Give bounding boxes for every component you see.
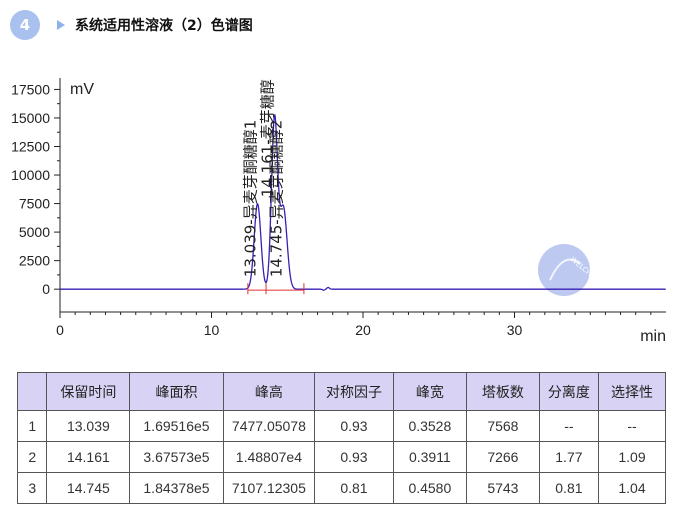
y-tick-label: 0	[42, 281, 50, 297]
x-tick-label: 30	[507, 322, 523, 338]
table-cell: --	[538, 410, 599, 442]
table-cell: 3.67573e5	[129, 441, 224, 473]
column-header	[16, 372, 48, 411]
column-header: 峰面积	[129, 372, 224, 411]
play-triangle-icon	[57, 20, 65, 30]
table-cell: 1	[16, 410, 48, 442]
peak-table: 保留时间 峰面积 峰高 对称因子 峰宽 塔板数 分离度 选择性 1 13.039 1.69516e…	[16, 372, 667, 504]
table-cell: 5743	[465, 472, 540, 504]
x-tick-label: 0	[56, 322, 64, 338]
table-cell: 1.04	[597, 472, 667, 504]
table-cell: 14.161	[46, 441, 131, 473]
watermark-swoosh	[549, 258, 581, 281]
watermark-logo	[538, 244, 590, 296]
y-tick-label: 15000	[11, 110, 50, 126]
y-tick-label: 2500	[19, 253, 50, 269]
peak-label: 14.745-异麦芽酮糖醇2	[267, 120, 285, 277]
table-cell: 1.09	[597, 441, 667, 473]
table-cell: 3	[16, 472, 48, 504]
column-header: 峰宽	[392, 372, 467, 411]
table-cell: 0.4580	[392, 472, 467, 504]
y-tick-label: 10000	[11, 167, 50, 183]
y-tick-label: 12500	[11, 138, 50, 154]
table-row: 3 14.745 1.84378e5 7107.12305 0.81 0.4580 5743…	[16, 472, 667, 504]
column-header: 选择性	[597, 372, 667, 411]
column-header: 保留时间	[46, 372, 131, 411]
table-cell: 7568	[465, 410, 540, 442]
table-cell: 13.039	[46, 410, 131, 442]
y-axis-label: mV	[70, 81, 94, 98]
table-cell: 2	[16, 441, 48, 473]
table-cell: 0.3911	[392, 441, 467, 473]
table-cell: 1.77	[538, 441, 599, 473]
x-tick-label: 20	[355, 322, 371, 338]
peak-label: 14.161-麦芽糖醇	[259, 79, 277, 197]
column-header: 对称因子	[314, 372, 394, 411]
column-header: 塔板数	[465, 372, 540, 411]
step-badge: 4	[10, 10, 40, 40]
table-cell: 7107.12305	[222, 472, 316, 504]
y-tick-label: 7500	[19, 196, 50, 212]
table-cell: 0.93	[314, 441, 394, 473]
peak-label: 13.039-异麦芽酮糖醇1	[242, 120, 260, 277]
y-tick-label: 5000	[19, 224, 50, 240]
x-tick-label: 10	[204, 322, 220, 338]
table-cell: 0.81	[314, 472, 394, 504]
table-cell: 1.84378e5	[129, 472, 224, 504]
table-cell: 1.69516e5	[129, 410, 224, 442]
x-axis-label: min	[640, 328, 666, 345]
table-cell: 1.48807e4	[222, 441, 316, 473]
table-cell: --	[597, 410, 667, 442]
column-header: 分离度	[538, 372, 599, 411]
table-row: 1 13.039 1.69516e5 7477.05078 0.93 0.3528 7568…	[16, 410, 667, 442]
table-cell: 0.93	[314, 410, 394, 442]
table-cell: 0.3528	[392, 410, 467, 442]
table-cell: 7477.05078	[222, 410, 316, 442]
column-header: 峰高	[222, 372, 316, 411]
table-row: 2 14.161 3.67573e5 1.48807e4 0.93 0.3911 7266 1…	[16, 441, 667, 473]
table-header-row: 保留时间 峰面积 峰高 对称因子 峰宽 塔板数 分离度 选择性	[16, 372, 667, 411]
section-title: 系统适用性溶液（2）色谱图	[75, 18, 253, 34]
table-cell: 7266	[465, 441, 540, 473]
table-cell: 0.81	[538, 472, 599, 504]
y-tick-label: 17500	[11, 81, 50, 97]
section-header: 4 系统适用性溶液（2）色谱图	[10, 10, 253, 40]
table-cell: 14.745	[46, 472, 131, 504]
chromatogram-trace	[60, 114, 666, 291]
